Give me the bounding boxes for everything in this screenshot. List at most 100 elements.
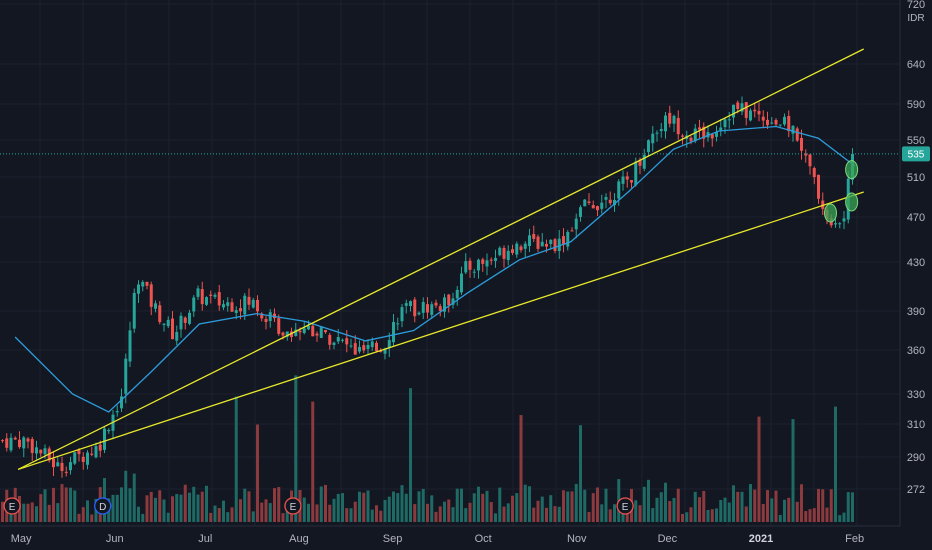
candle-body [379,351,383,353]
trendline-2[interactable] [17,191,864,471]
candle-body [60,462,64,472]
price-axis[interactable]: 720 640 590 550 510 470 430 390 360 330 310 290 272 [907,0,925,496]
candle-body [557,238,561,251]
candle-body [744,102,748,118]
svg-text:D: D [99,502,106,513]
trendlines[interactable] [17,48,865,471]
time-axis[interactable]: May Jun Jul Aug Sep Oct Nov Dec 2021 Feb [11,533,864,545]
volume-bar [239,499,242,522]
volume-bar [226,512,230,522]
candle-body [341,339,344,341]
volume-bar [681,513,684,522]
candle-body [370,341,374,348]
candle-body [188,312,191,324]
candle-body [349,345,353,347]
event-badge-e[interactable]: E [284,497,302,515]
candle-body [30,439,34,453]
volume-bar [90,514,94,522]
candle-body [681,135,684,137]
volume-bar [264,499,268,522]
volume-bar [52,487,55,522]
volume-bar [404,493,408,522]
volume-bar [443,501,446,522]
candle-body [468,260,472,270]
highlight-marker-1 [824,203,837,223]
price-tick-360: 360 [907,345,925,357]
moving-average-line [14,125,856,413]
candle-body [22,437,26,449]
volume-bar [277,487,281,522]
volume-bar [532,507,536,522]
candle-body [268,312,272,321]
volume-bar [600,504,604,522]
candle-body [574,218,578,230]
volume-bar [421,488,425,522]
volume-bar [846,492,850,522]
volume-bar [761,503,765,522]
candle-body [183,317,187,323]
event-badge-e[interactable]: E [616,497,634,515]
volume-bar [319,486,323,522]
candle-body [366,344,370,349]
candle-body [651,133,655,144]
price-tick-510: 510 [907,172,925,184]
volume-bar [549,495,553,522]
volume-bar [375,505,378,522]
volume-bar [528,486,531,522]
candle-body [166,319,170,327]
event-badge-e[interactable]: E [3,497,21,515]
candle-body [222,304,225,308]
volume-bar [740,491,744,522]
candle-body [715,131,718,137]
event-badge-d[interactable]: D [94,497,112,515]
price-tick-470: 470 [907,212,925,224]
price-tick-290: 290 [907,452,925,464]
candle-body [52,458,55,468]
candle-body [506,250,510,261]
volume-bar [596,487,599,522]
volume-bar [464,508,468,522]
candle-body [1,440,4,442]
candle-body [460,273,463,293]
volume-bar [604,488,608,522]
candle-body [710,134,714,139]
candle-body [226,302,230,306]
candle-body [387,340,391,348]
volume-bar [506,503,510,522]
volume-bar [702,490,706,522]
volume-bar [307,503,310,522]
candle-body [417,312,421,315]
candle-body [124,358,128,394]
volume-bar [26,503,30,522]
trendline-1[interactable] [17,48,865,471]
candle-body [336,337,340,342]
price-tick-640: 640 [907,59,925,71]
volume-bar [562,490,565,522]
volume-bar [77,513,81,522]
candle-body [13,437,17,440]
volume-bar [829,489,833,522]
candle-body [817,174,820,199]
volume-bar [468,502,472,522]
candle-body [277,318,281,334]
candle-body [26,438,30,442]
volume-bar [583,489,587,522]
volume-bar [192,486,196,522]
volume-bar [213,505,217,522]
highlight-marker-3 [845,192,859,212]
candle-body [260,313,264,319]
candle-body [630,180,633,183]
volume-bar [171,496,174,522]
candle-body [302,328,306,333]
volume-bar [489,502,493,522]
candle-body [175,332,179,341]
candle-body [502,247,506,259]
volume-bar [188,492,191,522]
candle-body [154,303,157,309]
candle-body [94,446,98,458]
candle-body [213,294,217,297]
candle-body [647,140,650,153]
volume-bar [511,495,514,522]
